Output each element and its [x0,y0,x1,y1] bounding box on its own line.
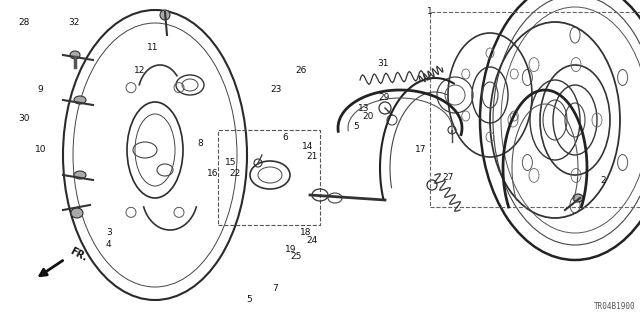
Text: 29: 29 [378,93,390,102]
Ellipse shape [70,51,80,59]
Text: 8: 8 [198,139,203,148]
Text: 32: 32 [68,18,80,27]
Text: 16: 16 [207,169,219,178]
Text: 5: 5 [247,295,252,304]
Text: 31: 31 [377,59,388,68]
Text: 20: 20 [362,112,374,121]
Text: 2: 2 [600,176,605,185]
Ellipse shape [74,171,86,179]
Text: TR04B1900: TR04B1900 [595,302,636,311]
Text: 13: 13 [358,104,369,113]
Text: 19: 19 [285,245,297,254]
Ellipse shape [71,208,83,218]
Ellipse shape [573,194,583,202]
Text: 17: 17 [415,145,427,154]
Text: 9: 9 [38,85,43,94]
Text: FR.: FR. [68,246,88,263]
Text: 25: 25 [290,252,301,261]
Text: 14: 14 [301,142,313,151]
Ellipse shape [160,10,170,20]
Text: 24: 24 [306,236,317,245]
Bar [218,130,320,225]
Text: 15: 15 [225,158,236,167]
Text: 26: 26 [295,66,307,75]
Text: 7: 7 [273,284,278,293]
Text: 21: 21 [306,152,317,161]
Text: 6: 6 [282,133,287,142]
Text: 10: 10 [35,145,46,154]
Text: 1: 1 [428,7,433,16]
Text: 12: 12 [134,66,145,75]
Text: 5: 5 [354,122,359,130]
Bar [430,12,640,207]
Text: 22: 22 [229,169,241,178]
Ellipse shape [74,96,86,104]
Text: 30: 30 [19,114,30,123]
Text: 18: 18 [300,228,312,237]
Text: 4: 4 [106,240,111,249]
Text: 3: 3 [106,228,111,237]
Text: 28: 28 [19,18,30,27]
Text: 23: 23 [271,85,282,94]
Text: 11: 11 [147,43,158,52]
Text: 27: 27 [442,173,454,182]
